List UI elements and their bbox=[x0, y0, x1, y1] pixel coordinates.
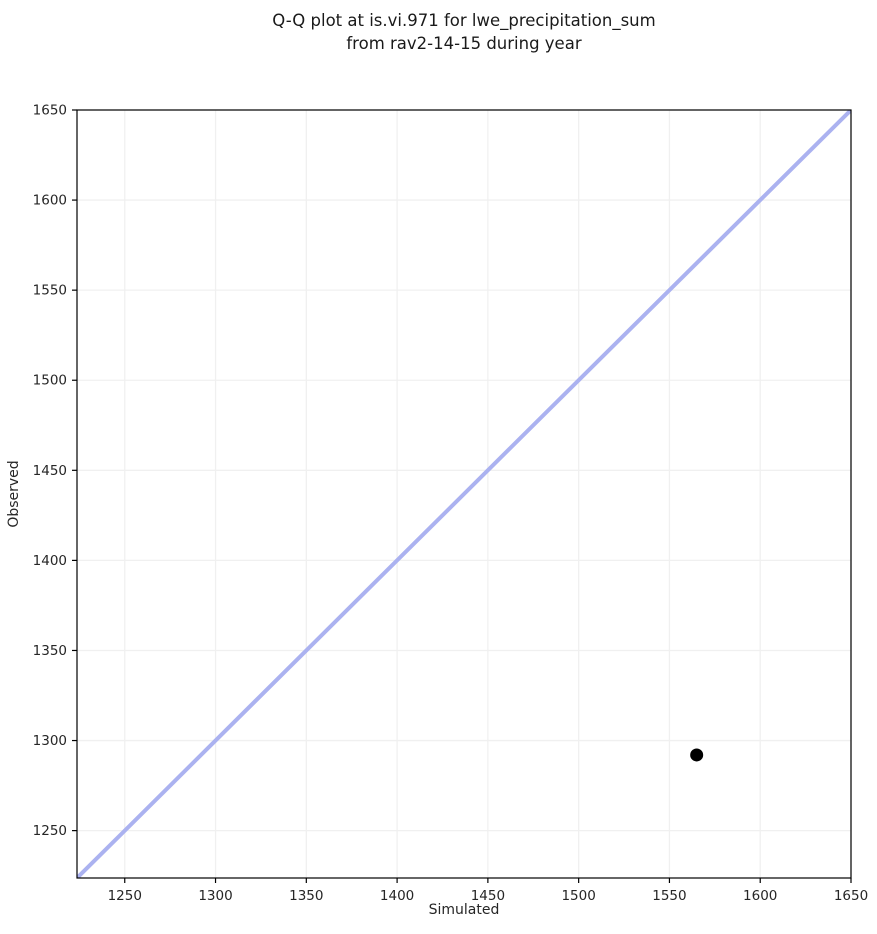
x-tick-label: 1300 bbox=[198, 888, 232, 904]
y-tick-label: 1500 bbox=[33, 373, 67, 389]
y-tick-label: 1300 bbox=[33, 733, 67, 749]
y-tick-label: 1350 bbox=[33, 643, 67, 659]
chart-title-line1: Q-Q plot at is.vi.971 for lwe_precipitat… bbox=[272, 11, 655, 31]
x-axis-label: Simulated bbox=[429, 902, 500, 918]
y-tick-label: 1450 bbox=[33, 463, 67, 479]
x-tick-label: 1250 bbox=[108, 888, 142, 904]
x-tick-label: 1600 bbox=[743, 888, 777, 904]
y-axis-label: Observed bbox=[6, 460, 22, 527]
x-tick-label: 1450 bbox=[471, 888, 505, 904]
x-tick-label: 1550 bbox=[652, 888, 686, 904]
x-tick-label: 1500 bbox=[561, 888, 595, 904]
axes-spines bbox=[76, 109, 852, 879]
chart-title-line2: from rav2-14-15 during year bbox=[346, 34, 581, 53]
identity-line bbox=[77, 110, 851, 878]
y-tick-label: 1400 bbox=[33, 553, 67, 569]
y-tick-label: 1550 bbox=[33, 283, 67, 299]
y-tick-label: 1650 bbox=[33, 103, 67, 119]
tick-layer: 1250 1300 1350 1400 1450 1500 1550 1600 1650 1250… bbox=[33, 103, 869, 905]
x-tick-label: 1350 bbox=[289, 888, 323, 904]
data-point bbox=[690, 748, 704, 762]
x-tick-label: 1400 bbox=[380, 888, 414, 904]
series-layer bbox=[77, 110, 851, 878]
plot-area-border bbox=[76, 109, 852, 879]
x-tick-label: 1650 bbox=[834, 888, 868, 904]
y-tick-label: 1250 bbox=[33, 823, 67, 839]
y-tick-label: 1600 bbox=[33, 193, 67, 209]
